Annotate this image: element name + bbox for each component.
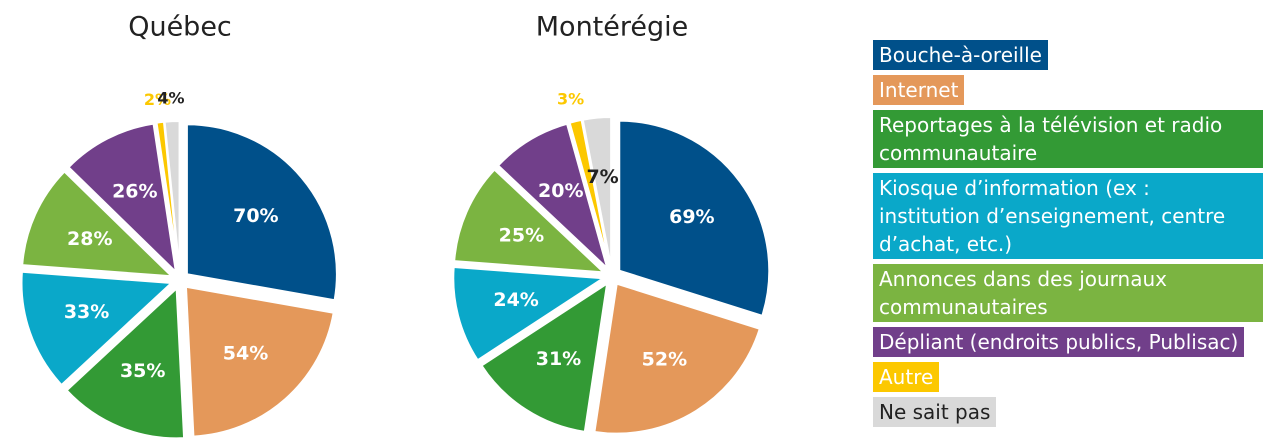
pie-slice	[184, 285, 335, 438]
pie-slice	[496, 122, 610, 272]
pie-slice	[581, 116, 613, 268]
chart-title: Québec	[128, 12, 232, 43]
data-label: 20%	[538, 180, 583, 202]
legend-entry: Reportages à la télévision et radio comm…	[873, 110, 1263, 168]
data-label: 3%	[557, 89, 584, 108]
data-label: 26%	[112, 180, 157, 202]
pie-slice	[618, 119, 771, 318]
legend-entry: Dépliant (endroits publics, Publisac)	[873, 327, 1245, 357]
legend-entry: Bouche-à-oreille	[873, 40, 1048, 70]
charts: Québec 70% 54% 35% 33% 28% 26% 2%4% Montérégie 69…	[20, 12, 771, 440]
pie-slice	[21, 170, 175, 278]
data-label: 2%	[144, 90, 171, 109]
data-label: 52%	[642, 349, 687, 371]
pie-slice	[20, 270, 174, 387]
pie-slice	[185, 123, 338, 302]
legend-entry: Annonces dans des journaux communautaire…	[873, 264, 1263, 322]
pie-slice	[65, 286, 186, 440]
pie-slice	[452, 265, 607, 362]
legend: Bouche-à-oreille Internet Reportages à la …	[873, 40, 1273, 432]
pie-slice	[453, 168, 607, 274]
data-label: 7%	[586, 166, 618, 188]
legend-entry: Autre	[873, 362, 940, 392]
legend-entry: Internet	[873, 75, 965, 105]
pie-slice	[480, 281, 609, 434]
legend-entry: Kiosque d’information (ex : institution …	[873, 173, 1263, 259]
data-label: 35%	[120, 360, 165, 382]
legend-entry: Ne sait pas	[873, 397, 997, 427]
pie-slice	[593, 282, 762, 435]
data-label: 28%	[67, 228, 112, 250]
data-label: 31%	[536, 348, 581, 370]
data-label: 54%	[223, 343, 268, 365]
data-label: 24%	[493, 289, 538, 311]
data-label: 25%	[499, 225, 544, 247]
data-label: 4%	[157, 89, 184, 108]
chart-title: Montérégie	[536, 12, 689, 43]
data-label: 33%	[64, 301, 109, 323]
pie-slice	[67, 122, 178, 275]
pie-slice	[163, 120, 181, 272]
data-label: 69%	[669, 206, 714, 228]
pie-slice	[568, 118, 611, 268]
data-label: 70%	[233, 205, 278, 227]
